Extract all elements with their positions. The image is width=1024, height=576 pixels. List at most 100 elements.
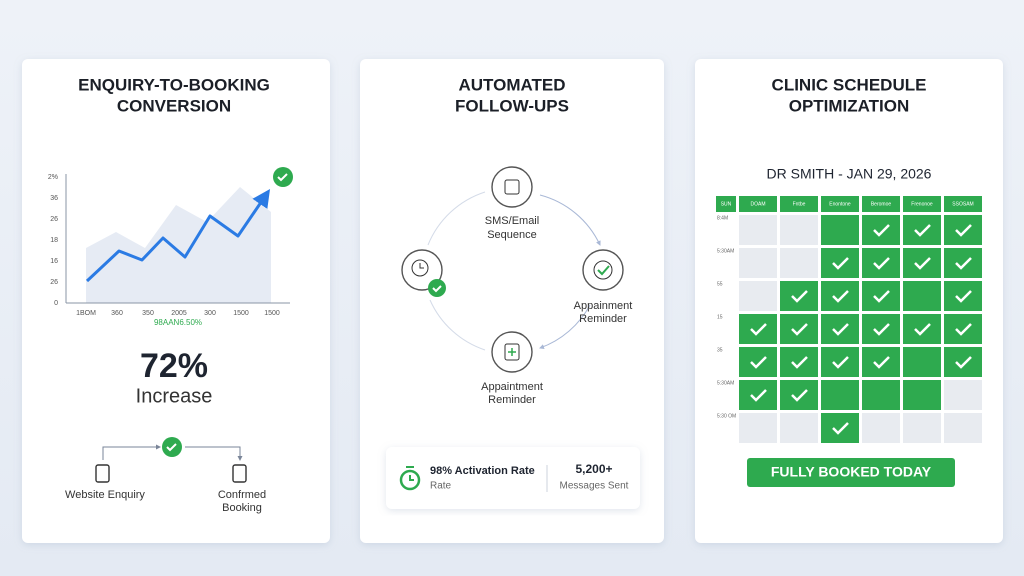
check bbox=[873, 356, 890, 369]
slot bbox=[862, 215, 900, 245]
row-label: 5:30AM bbox=[717, 380, 734, 386]
clock-icon bbox=[411, 259, 429, 277]
card-title: ENQUIRY-TO-BOOKING bbox=[78, 75, 270, 94]
node-icon bbox=[401, 249, 443, 291]
row-label: 55 bbox=[717, 281, 723, 287]
header-cell bbox=[739, 196, 777, 212]
cycle-arrow bbox=[539, 194, 601, 246]
slot bbox=[903, 215, 941, 245]
check bbox=[750, 323, 767, 336]
check bbox=[791, 290, 808, 303]
slot bbox=[944, 281, 982, 311]
check bbox=[432, 285, 442, 293]
x-axis-label: 1500 bbox=[264, 310, 280, 317]
slot bbox=[780, 248, 818, 278]
status-button[interactable] bbox=[747, 458, 955, 487]
check bbox=[832, 356, 849, 369]
slot bbox=[821, 347, 859, 377]
stat-label: Increase bbox=[136, 385, 213, 407]
schedule-subtitle: DR SMITH - JAN 29, 2026 bbox=[767, 166, 932, 182]
slot bbox=[739, 281, 777, 311]
card-title: OPTIMIZATION bbox=[789, 96, 910, 115]
slot bbox=[903, 413, 941, 443]
row-label: 8:4M bbox=[717, 215, 728, 221]
button-label: FULLY BOOKED TODAY bbox=[771, 464, 932, 480]
cycle-arrow bbox=[539, 304, 591, 350]
chart-area bbox=[86, 187, 271, 303]
node-label: Appainment bbox=[574, 300, 633, 312]
column-label: DOAM bbox=[751, 201, 766, 207]
check bbox=[832, 323, 849, 336]
slot bbox=[944, 380, 982, 410]
check bbox=[832, 422, 849, 435]
x-axis-label: 1BOM bbox=[76, 310, 96, 317]
row-label: 5:30 OM bbox=[717, 413, 736, 419]
card bbox=[360, 59, 664, 543]
slot bbox=[739, 413, 777, 443]
y-axis-label: 2% bbox=[48, 174, 58, 181]
slot bbox=[821, 248, 859, 278]
column-label: SUN bbox=[721, 201, 732, 207]
icon bbox=[593, 260, 613, 280]
slot bbox=[780, 314, 818, 344]
slot bbox=[821, 215, 859, 245]
check bbox=[166, 443, 177, 452]
stat-sub: Rate bbox=[430, 481, 452, 492]
check bbox=[955, 224, 972, 237]
slot bbox=[821, 380, 859, 410]
icon bbox=[504, 179, 520, 195]
row-label: 35 bbox=[717, 347, 723, 353]
slot bbox=[739, 314, 777, 344]
y-axis-label: 0 bbox=[54, 300, 58, 307]
stats-box bbox=[386, 447, 640, 509]
slot bbox=[739, 215, 777, 245]
node-icon bbox=[491, 166, 533, 208]
slot bbox=[944, 215, 982, 245]
column-label: Enontone bbox=[829, 201, 851, 207]
stat-main: 98% Activation Rate bbox=[430, 465, 535, 477]
slot bbox=[862, 413, 900, 443]
timer-icon bbox=[406, 466, 414, 481]
check bbox=[873, 224, 890, 237]
cycle-arrow bbox=[429, 299, 486, 351]
slot bbox=[862, 248, 900, 278]
card-title: CONVERSION bbox=[117, 96, 231, 115]
node-label: SMS/Email bbox=[485, 215, 539, 227]
x-axis-label: 1500 bbox=[233, 310, 249, 317]
stat-main: 5,200+ bbox=[575, 462, 612, 476]
doc-icon bbox=[232, 464, 247, 483]
cycle-arrow bbox=[427, 191, 486, 246]
flow-arrow bbox=[102, 444, 161, 460]
slot bbox=[944, 347, 982, 377]
slot bbox=[821, 314, 859, 344]
column-label: Fntbe bbox=[793, 201, 806, 207]
slot bbox=[944, 248, 982, 278]
x-axis-label: 360 bbox=[111, 310, 123, 317]
row-label: 5:30AM bbox=[717, 248, 734, 254]
check-badge bbox=[428, 279, 446, 297]
slot bbox=[862, 281, 900, 311]
card-title: AUTOMATED bbox=[458, 75, 565, 94]
slot bbox=[780, 281, 818, 311]
slot bbox=[903, 380, 941, 410]
card-title: FOLLOW-UPS bbox=[455, 96, 569, 115]
node-label: Reminder bbox=[488, 394, 536, 406]
stat-sub: Messages Sent bbox=[560, 481, 629, 492]
flow-label: Confrmed bbox=[218, 489, 266, 501]
header-cell bbox=[944, 196, 982, 212]
slot bbox=[903, 281, 941, 311]
column-label: SSOSAM bbox=[952, 201, 973, 207]
y-axis-label: 36 bbox=[50, 195, 58, 202]
y-axis-label: 18 bbox=[50, 237, 58, 244]
clock-icon bbox=[419, 263, 424, 269]
check bbox=[277, 173, 288, 182]
slot bbox=[821, 281, 859, 311]
node-icon bbox=[582, 249, 624, 291]
slot bbox=[739, 347, 777, 377]
x-axis-label: 350 bbox=[142, 310, 154, 317]
y-axis-label: 16 bbox=[50, 258, 58, 265]
slot bbox=[739, 248, 777, 278]
card-title: CLINIC SCHEDULE bbox=[772, 75, 927, 94]
slot bbox=[780, 380, 818, 410]
check bbox=[873, 323, 890, 336]
